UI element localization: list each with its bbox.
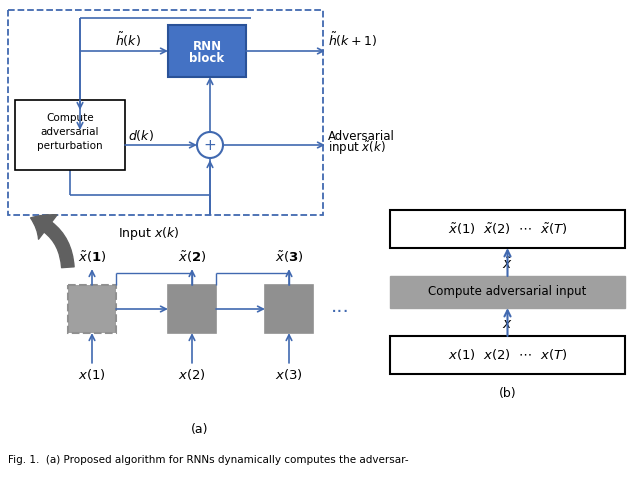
Text: $x(3)$: $x(3)$ xyxy=(275,367,303,382)
Text: $x(2)$: $x(2)$ xyxy=(178,367,206,382)
Text: $\tilde{h}(k)$: $\tilde{h}(k)$ xyxy=(115,31,141,49)
Text: $\tilde{x}(\mathbf{3})$: $\tilde{x}(\mathbf{3})$ xyxy=(275,250,303,265)
Text: $\tilde{h}(k+1)$: $\tilde{h}(k+1)$ xyxy=(328,31,377,49)
Bar xyxy=(8,10,323,215)
Text: $x(1)$: $x(1)$ xyxy=(78,367,106,382)
Bar xyxy=(168,25,246,77)
Text: $\tilde{x}(\mathbf{2})$: $\tilde{x}(\mathbf{2})$ xyxy=(178,250,206,265)
Text: ···: ··· xyxy=(331,303,349,323)
Text: Fig. 1.  (a) Proposed algorithm for RNNs dynamically computes the adversar-: Fig. 1. (a) Proposed algorithm for RNNs … xyxy=(8,455,408,465)
Text: $x(1)\ \ x(2)\ \ \cdots\ \ x(T)$: $x(1)\ \ x(2)\ \ \cdots\ \ x(T)$ xyxy=(447,348,568,362)
Text: input $\tilde{x}(k)$: input $\tilde{x}(k)$ xyxy=(328,140,386,157)
Bar xyxy=(390,210,625,248)
Text: block: block xyxy=(189,52,225,65)
Text: $\tilde{x}(\mathbf{1})$: $\tilde{x}(\mathbf{1})$ xyxy=(77,250,106,265)
Text: Adversarial: Adversarial xyxy=(328,130,395,143)
Text: perturbation: perturbation xyxy=(37,141,103,151)
Text: adversarial: adversarial xyxy=(41,127,99,137)
Text: (a): (a) xyxy=(191,423,209,436)
Text: Input $x(k)$: Input $x(k)$ xyxy=(118,225,180,242)
Bar xyxy=(15,100,125,170)
Circle shape xyxy=(197,132,223,158)
Bar xyxy=(390,276,625,308)
Text: $\tilde{x}(1)\ \ \tilde{x}(2)\ \ \cdots\ \ \tilde{x}(T)$: $\tilde{x}(1)\ \ \tilde{x}(2)\ \ \cdots\… xyxy=(447,221,568,237)
Text: Compute: Compute xyxy=(46,113,94,123)
FancyArrowPatch shape xyxy=(31,215,74,268)
Text: (b): (b) xyxy=(499,387,516,400)
Text: Compute adversarial input: Compute adversarial input xyxy=(428,286,587,299)
Bar xyxy=(390,336,625,374)
Bar xyxy=(168,285,216,333)
Bar xyxy=(68,285,116,333)
Text: $d(k)$: $d(k)$ xyxy=(128,128,154,143)
Text: $x$: $x$ xyxy=(502,317,513,331)
Bar xyxy=(265,285,313,333)
Text: $\tilde{x}$: $\tilde{x}$ xyxy=(502,256,513,272)
Text: RNN: RNN xyxy=(193,39,221,52)
Text: +: + xyxy=(204,139,216,154)
